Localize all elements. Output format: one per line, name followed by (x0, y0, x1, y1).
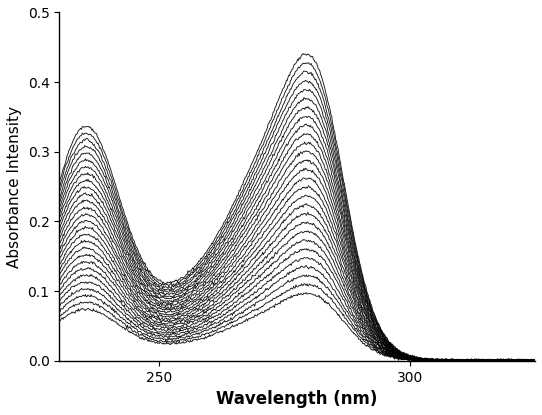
X-axis label: Wavelength (nm): Wavelength (nm) (216, 390, 378, 408)
Y-axis label: Absorbance Intensity: Absorbance Intensity (7, 105, 22, 268)
